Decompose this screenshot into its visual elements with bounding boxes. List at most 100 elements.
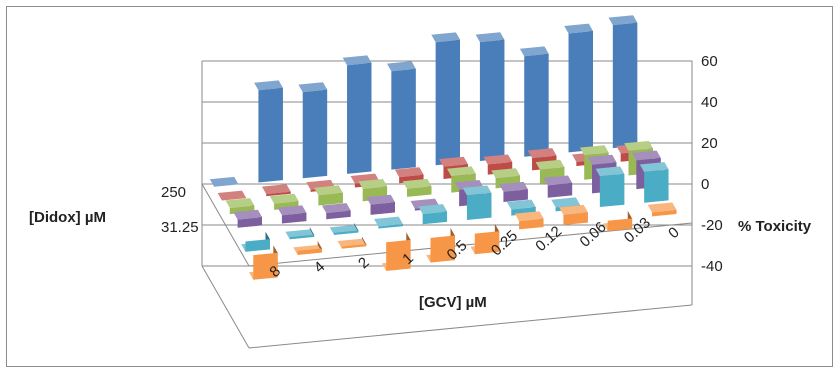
bar	[466, 192, 492, 220]
bar	[245, 239, 270, 252]
bar	[474, 231, 500, 255]
bar	[334, 230, 359, 235]
bar	[266, 191, 291, 197]
bar-side	[361, 236, 367, 247]
bar-top	[298, 82, 328, 93]
series-row	[217, 143, 646, 201]
bar-side	[309, 227, 315, 237]
series-row	[209, 15, 638, 187]
left-bottom-edge	[201, 265, 250, 349]
bar-top	[519, 46, 549, 57]
bar-top	[483, 154, 513, 165]
z-tick-label: 0	[701, 176, 709, 193]
bar	[302, 89, 328, 179]
chart-frame: -40 -20 0 20 40 60 8 4 2 1 0.5 0.25 0.12 0.06 0.03 0 250…	[6, 6, 833, 367]
bar	[563, 212, 588, 226]
bar-top	[499, 181, 528, 192]
bar	[391, 68, 416, 170]
y-tick-label: 250	[161, 184, 186, 201]
bar-top	[217, 190, 247, 201]
bar-top	[535, 159, 565, 170]
bar	[568, 31, 593, 153]
bar	[406, 186, 432, 197]
bar-top	[564, 23, 593, 34]
bar-top	[358, 179, 388, 189]
bar-top	[579, 145, 609, 156]
bar-top	[462, 185, 492, 196]
bar-top	[394, 167, 424, 178]
floor-left-edge	[201, 183, 250, 267]
bar	[318, 192, 343, 206]
bar-top	[647, 202, 677, 213]
bar-top	[624, 140, 653, 151]
bar	[422, 211, 448, 225]
bar-top	[551, 197, 580, 208]
x-tick-label: 0	[665, 224, 683, 242]
z-tick-label: 20	[701, 135, 718, 152]
bar-top	[366, 194, 395, 205]
bar-top	[632, 150, 661, 161]
bar-top	[439, 156, 468, 167]
z-tick-label: 40	[701, 94, 718, 111]
bar-top	[261, 184, 291, 195]
bar-top	[321, 203, 351, 214]
x-axis-title: [GCV] µM	[419, 294, 487, 311]
bar	[612, 22, 638, 149]
z-tick-label: 60	[701, 53, 718, 70]
bar	[258, 87, 283, 183]
bar	[435, 39, 460, 166]
x-tick-label: 2	[355, 254, 373, 272]
bar-top	[233, 209, 262, 220]
bar-top	[543, 175, 573, 186]
bar	[281, 212, 307, 224]
bar	[237, 217, 262, 228]
bar-top	[639, 162, 669, 173]
bar-top	[402, 178, 432, 189]
floor-front-edge	[248, 222, 693, 267]
z-axis-title: % Toxicity	[738, 218, 812, 235]
bar-top	[506, 199, 536, 210]
bar	[651, 209, 677, 217]
bar	[547, 183, 573, 198]
bar	[370, 202, 395, 215]
bar-top	[559, 204, 588, 215]
bar	[386, 239, 411, 271]
bar	[297, 248, 322, 255]
bar-top	[314, 185, 343, 196]
bar-top	[527, 148, 557, 159]
bar-top	[387, 61, 416, 72]
bar	[503, 189, 528, 202]
bar	[479, 39, 505, 161]
bar	[378, 224, 403, 229]
front-bottom-edge	[248, 304, 693, 349]
bar-top	[587, 154, 617, 165]
y-axis-title: [Didox] µM	[29, 209, 106, 226]
bar	[519, 218, 544, 230]
bar-top	[514, 211, 544, 222]
bar-top	[446, 166, 476, 177]
bar-top	[608, 15, 638, 26]
bar	[430, 235, 455, 263]
bar	[289, 234, 315, 240]
bar-top	[254, 80, 283, 91]
bar-top	[475, 32, 505, 43]
z-tick-label: -20	[701, 217, 723, 234]
bar-top	[209, 176, 239, 187]
bar	[347, 62, 372, 174]
bar	[253, 252, 278, 280]
bar-top	[431, 32, 460, 43]
bar	[599, 173, 625, 208]
bar-top	[491, 168, 520, 179]
bar-top	[269, 193, 299, 204]
bar-top	[595, 166, 625, 177]
bar	[524, 53, 549, 157]
bar-top	[418, 204, 448, 215]
bar	[326, 210, 351, 220]
series-row	[248, 202, 677, 280]
y-tick-label: 31.25	[161, 219, 199, 236]
bar-side	[354, 222, 359, 233]
bar	[341, 244, 367, 249]
bar	[644, 169, 669, 203]
x-tick-label: 4	[311, 258, 329, 276]
